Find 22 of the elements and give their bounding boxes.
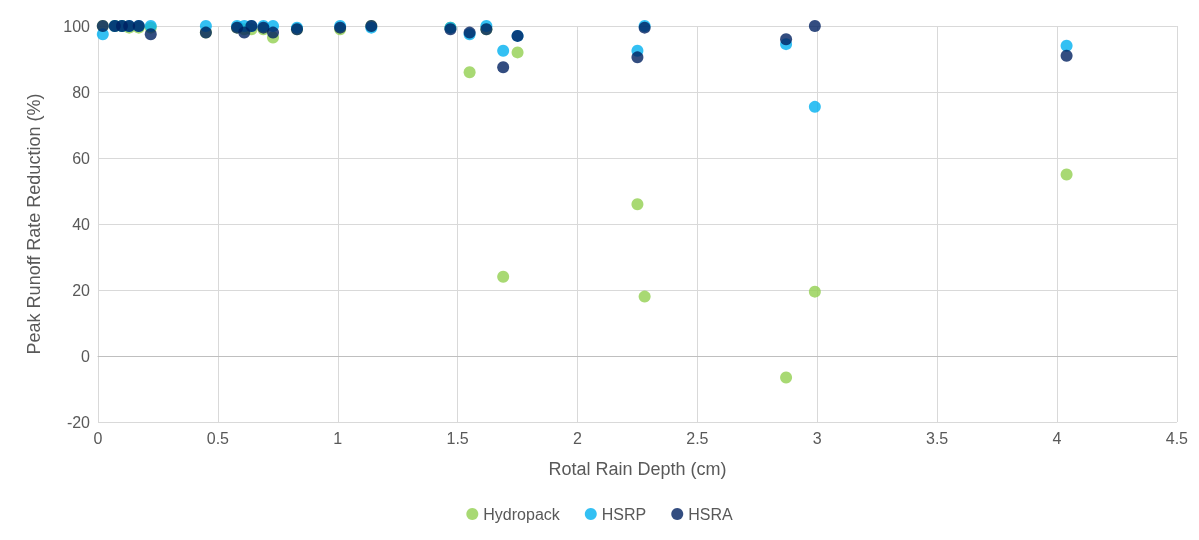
y-tick-label: 40 xyxy=(72,215,91,233)
x-tick-label: 2 xyxy=(573,429,583,447)
x-tick-label: 4.5 xyxy=(1165,429,1189,447)
x-axis-title: Rotal Rain Depth (cm) xyxy=(548,459,727,479)
legend-label: HSRA xyxy=(688,505,734,523)
x-tick-label: 1 xyxy=(333,429,343,447)
y-axis-title: Peak Runoff Rate Reduction (%) xyxy=(24,93,44,355)
y-tick-label: 20 xyxy=(72,281,91,299)
y-tick-label: 60 xyxy=(72,149,91,167)
y-tick-label: 100 xyxy=(63,17,91,35)
x-tick-label: 4 xyxy=(1052,429,1062,447)
x-tick-label: 0.5 xyxy=(206,429,230,447)
legend-label: Hydropack xyxy=(483,505,561,523)
legend-label: HSRP xyxy=(601,505,647,523)
x-tick-label: 0 xyxy=(93,429,103,447)
x-tick-label: 1.5 xyxy=(446,429,469,447)
x-tick-label: 3 xyxy=(812,429,822,447)
y-tick-label: 0 xyxy=(81,347,91,365)
y-tick-label: 80 xyxy=(72,83,91,101)
y-tick-label: -20 xyxy=(66,413,91,431)
x-tick-label: 2.5 xyxy=(686,429,709,447)
x-tick-label: 3.5 xyxy=(926,429,949,447)
